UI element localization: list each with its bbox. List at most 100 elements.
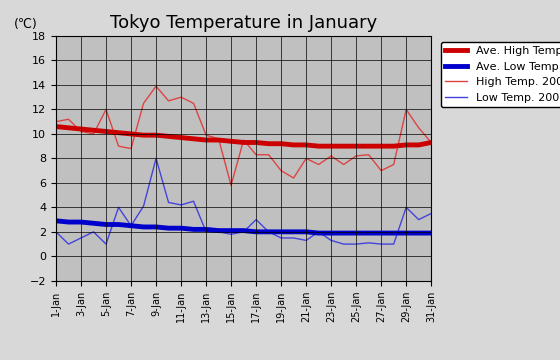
Ave. Low Temp. [228, 229, 235, 233]
Ave. High Temp. [378, 144, 385, 148]
Ave. Low Temp. [290, 230, 297, 234]
Ave. High Temp. [165, 134, 172, 139]
Ave. Low Temp. [315, 231, 322, 235]
Ave. Low Temp. [378, 231, 385, 235]
High Temp. 2008 [153, 84, 160, 88]
Ave. High Temp. [215, 138, 222, 142]
Low Temp. 2008 [328, 238, 334, 243]
Low Temp. 2008 [315, 230, 322, 234]
Low Temp. 2008 [178, 203, 184, 207]
Ave. Low Temp. [128, 224, 134, 228]
Title: Tokyo Temperature in January: Tokyo Temperature in January [110, 14, 377, 32]
High Temp. 2008 [228, 183, 235, 188]
Ave. High Temp. [153, 133, 160, 137]
High Temp. 2008 [278, 168, 284, 173]
Low Temp. 2008 [428, 211, 435, 216]
High Temp. 2008 [128, 147, 134, 151]
Low Temp. 2008 [102, 242, 109, 246]
Y-axis label: (℃): (℃) [14, 18, 38, 31]
Ave. Low Temp. [253, 230, 259, 234]
Low Temp. 2008 [203, 230, 209, 234]
Ave. High Temp. [203, 138, 209, 142]
Ave. Low Temp. [303, 230, 310, 234]
Low Temp. 2008 [378, 242, 385, 246]
High Temp. 2008 [190, 101, 197, 105]
High Temp. 2008 [416, 126, 422, 130]
High Temp. 2008 [90, 132, 97, 136]
Low Temp. 2008 [353, 242, 360, 246]
Low Temp. 2008 [153, 156, 160, 161]
High Temp. 2008 [115, 144, 122, 148]
Ave. High Temp. [102, 129, 109, 134]
Low Temp. 2008 [128, 224, 134, 228]
Ave. High Temp. [228, 139, 235, 143]
High Temp. 2008 [178, 95, 184, 99]
Line: Ave. High Temp.: Ave. High Temp. [56, 127, 431, 146]
Ave. High Temp. [115, 131, 122, 135]
Ave. Low Temp. [328, 231, 334, 235]
High Temp. 2008 [340, 162, 347, 167]
Ave. High Temp. [253, 140, 259, 145]
Ave. Low Temp. [190, 227, 197, 231]
High Temp. 2008 [390, 162, 397, 167]
High Temp. 2008 [328, 154, 334, 158]
Low Temp. 2008 [303, 238, 310, 243]
Ave. Low Temp. [90, 221, 97, 225]
High Temp. 2008 [240, 138, 247, 142]
Ave. High Temp. [353, 144, 360, 148]
High Temp. 2008 [65, 117, 72, 121]
Low Temp. 2008 [253, 217, 259, 222]
High Temp. 2008 [265, 153, 272, 157]
Low Temp. 2008 [228, 232, 235, 237]
Ave. Low Temp. [178, 226, 184, 230]
Low Temp. 2008 [53, 230, 59, 234]
Ave. High Temp. [428, 140, 435, 145]
High Temp. 2008 [165, 99, 172, 103]
High Temp. 2008 [253, 153, 259, 157]
Ave. High Temp. [290, 143, 297, 147]
Ave. Low Temp. [115, 222, 122, 227]
Ave. Low Temp. [140, 225, 147, 229]
Ave. High Temp. [303, 143, 310, 147]
Ave. High Temp. [315, 144, 322, 148]
Line: Ave. Low Temp.: Ave. Low Temp. [56, 221, 431, 233]
Low Temp. 2008 [140, 204, 147, 208]
Ave. High Temp. [178, 135, 184, 140]
Low Temp. 2008 [265, 230, 272, 234]
Ave. High Temp. [328, 144, 334, 148]
Ave. High Temp. [340, 144, 347, 148]
Ave. High Temp. [265, 141, 272, 146]
Low Temp. 2008 [190, 199, 197, 203]
Ave. High Temp. [65, 126, 72, 130]
Ave. High Temp. [278, 141, 284, 146]
Ave. Low Temp. [153, 225, 160, 229]
Low Temp. 2008 [340, 242, 347, 246]
Legend: Ave. High Temp., Ave. Low Temp., High Temp. 2008, Low Temp. 2008: Ave. High Temp., Ave. Low Temp., High Te… [441, 41, 560, 107]
Ave. Low Temp. [416, 231, 422, 235]
High Temp. 2008 [140, 101, 147, 105]
Ave. High Temp. [240, 140, 247, 145]
Low Temp. 2008 [290, 236, 297, 240]
Line: High Temp. 2008: High Temp. 2008 [56, 86, 431, 185]
Ave. High Temp. [416, 143, 422, 147]
High Temp. 2008 [215, 137, 222, 141]
Low Temp. 2008 [403, 205, 409, 210]
High Temp. 2008 [428, 140, 435, 145]
Ave. Low Temp. [390, 231, 397, 235]
Low Temp. 2008 [278, 236, 284, 240]
High Temp. 2008 [315, 162, 322, 167]
Low Temp. 2008 [165, 200, 172, 204]
Ave. Low Temp. [65, 220, 72, 224]
High Temp. 2008 [290, 176, 297, 180]
Ave. Low Temp. [365, 231, 372, 235]
Ave. Low Temp. [203, 227, 209, 231]
Line: Low Temp. 2008: Low Temp. 2008 [56, 158, 431, 244]
Ave. High Temp. [78, 127, 85, 131]
Ave. Low Temp. [78, 220, 85, 224]
Ave. Low Temp. [265, 230, 272, 234]
High Temp. 2008 [203, 133, 209, 137]
Ave. Low Temp. [165, 226, 172, 230]
Ave. High Temp. [190, 137, 197, 141]
Low Temp. 2008 [240, 230, 247, 234]
Ave. High Temp. [365, 144, 372, 148]
